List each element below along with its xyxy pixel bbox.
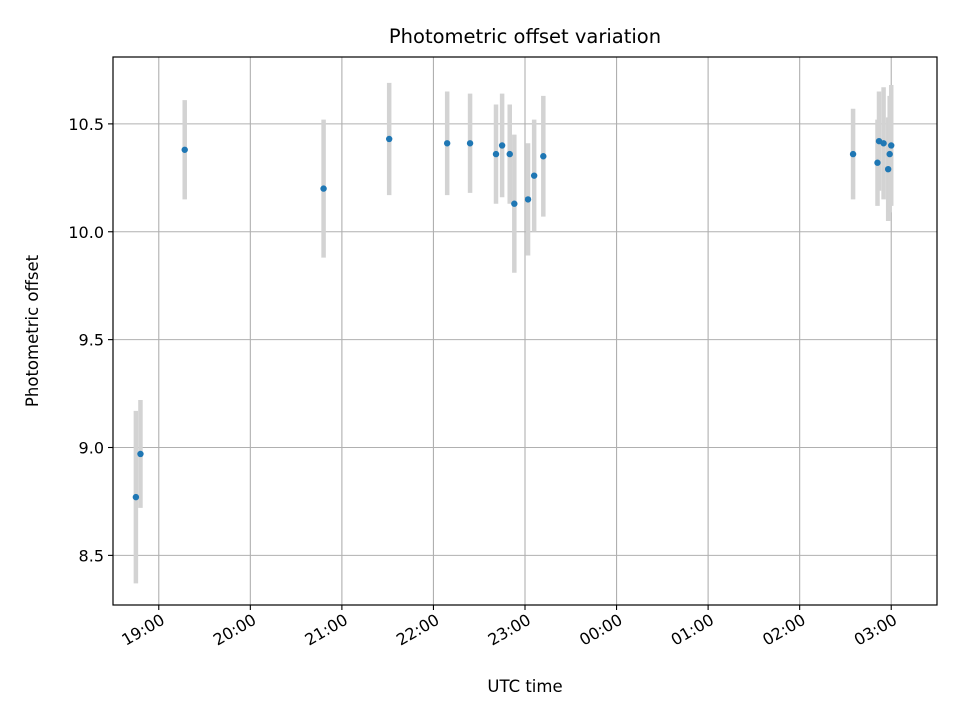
- data-point: [540, 153, 547, 160]
- chart-title: Photometric offset variation: [389, 25, 661, 48]
- y-tick-label: 10.0: [68, 223, 104, 242]
- data-point: [506, 150, 513, 158]
- data-point: [888, 142, 895, 149]
- data-point: [874, 159, 881, 166]
- y-axis-label: Photometric offset: [23, 254, 42, 407]
- data-point: [181, 146, 188, 153]
- data-point: [524, 196, 532, 203]
- y-tick-label: 9.0: [79, 439, 104, 458]
- data-point: [137, 450, 144, 458]
- data-point: [498, 142, 506, 149]
- data-point: [466, 140, 474, 147]
- y-axis-ticks: 8.5 9.0 9.5 10.0 10.5: [68, 115, 113, 565]
- data-point: [511, 200, 518, 207]
- y-tick-label: 9.5: [79, 331, 104, 350]
- data-point: [385, 135, 393, 143]
- gridlines: [113, 57, 937, 605]
- data-point: [132, 493, 140, 501]
- data-point: [849, 150, 857, 158]
- data-point: [880, 140, 887, 147]
- data-point: [443, 140, 451, 147]
- y-tick-label: 8.5: [79, 546, 104, 565]
- y-tick-label: 10.5: [68, 115, 104, 134]
- x-axis-label: UTC time: [487, 677, 562, 696]
- data-point: [886, 150, 893, 158]
- data-points: [132, 135, 895, 501]
- data-point: [884, 165, 892, 173]
- data-point: [492, 150, 500, 158]
- data-point: [530, 172, 538, 179]
- data-point: [320, 185, 327, 192]
